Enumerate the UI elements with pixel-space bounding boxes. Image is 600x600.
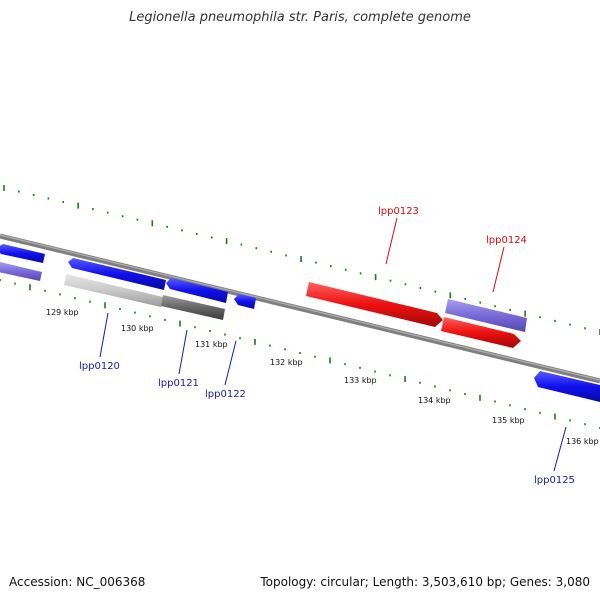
kbp-label-133: 133 kbp (344, 376, 377, 385)
gene-feature-lpp0124[interactable] (441, 317, 521, 348)
gene-feature[interactable] (0, 244, 45, 263)
pseudogene-feature[interactable] (64, 274, 163, 307)
gene-feature-lpp0124-upper[interactable] (445, 299, 527, 332)
gene-label-lpp0120[interactable]: lpp0120 (79, 361, 120, 372)
gene-feature-lpp0120[interactable] (68, 258, 166, 290)
kbp-label-130: 130 kbp (121, 324, 154, 333)
gene-label-lpp0121[interactable]: lpp0121 (158, 378, 199, 389)
kbp-label-132: 132 kbp (270, 358, 303, 367)
gene-feature-lpp0123[interactable] (306, 282, 443, 327)
gene-feature[interactable] (0, 262, 42, 281)
gene-feature-lpp0122[interactable] (234, 294, 256, 309)
gene-label-lpp0123[interactable]: lpp0123 (378, 206, 419, 217)
gene-label-lpp0122[interactable]: lpp0122 (205, 389, 246, 400)
kbp-label-135: 135 kbp (492, 416, 525, 425)
gene-feature-lpp0121[interactable] (166, 278, 228, 303)
genome-backbone-highlight (0, 234, 600, 381)
kbp-label-136: 136 kbp (566, 437, 599, 446)
pseudogene-feature[interactable] (161, 295, 225, 320)
kbp-label-129: 129 kbp (46, 308, 79, 317)
kbp-label-131: 131 kbp (195, 340, 228, 349)
gene-label-lpp0124[interactable]: lpp0124 (486, 235, 527, 246)
genome-backbone (0, 233, 600, 384)
genome-stats: Topology: circular; Length: 3,503,610 bp… (260, 575, 590, 589)
map-title: Legionella pneumophila str. Paris, compl… (129, 10, 471, 25)
inner-tick-track (0, 279, 600, 429)
gene-label-lpp0125[interactable]: lpp0125 (534, 475, 575, 486)
kbp-label-134: 134 kbp (418, 396, 451, 405)
gene-leader-lines (99, 217, 567, 472)
accession-info: Accession: NC_006368 (9, 575, 146, 589)
outer-tick-track (3, 185, 600, 335)
gene-feature-lpp0125[interactable] (534, 371, 600, 402)
